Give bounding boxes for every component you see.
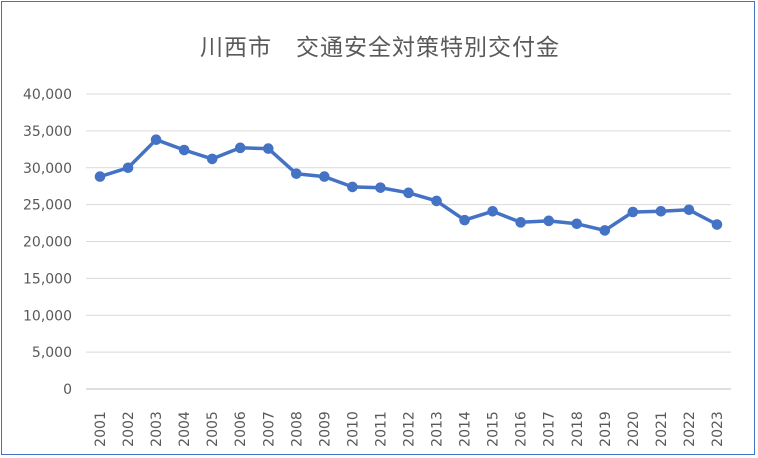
y-axis-tick-labels: 0 5,000 10,000 15,000 20,000 25,000 30,000 35,0… <box>23 87 72 398</box>
x-tick-label: 2019 <box>598 411 614 447</box>
data-point <box>234 142 246 154</box>
y-tick-label: 35,000 <box>23 124 72 140</box>
data-point <box>487 205 498 217</box>
x-tick-label: 2016 <box>514 411 530 447</box>
x-tick-label: 2011 <box>373 411 389 447</box>
x-tick-label: 2007 <box>261 411 277 447</box>
data-point <box>347 181 358 193</box>
y-tick-label: 30,000 <box>23 161 72 177</box>
data-point <box>515 217 526 228</box>
y-tick-label: 25,000 <box>23 198 72 214</box>
x-tick-label: 2003 <box>149 411 165 447</box>
data-point <box>262 143 274 154</box>
data-point <box>431 195 442 207</box>
y-tick-label: 40,000 <box>23 87 72 103</box>
x-tick-label: 2005 <box>205 411 221 447</box>
data-point <box>571 218 583 230</box>
x-tick-label: 2010 <box>345 411 361 447</box>
data-point <box>599 225 611 236</box>
data-point <box>655 205 667 217</box>
chart-title: 川西市 交通安全対策特別交付金 <box>200 35 560 61</box>
series-layer <box>94 134 723 236</box>
y-tick-label: 10,000 <box>23 308 72 324</box>
x-tick-label: 2018 <box>570 411 586 447</box>
x-tick-label: 2014 <box>458 411 474 447</box>
x-tick-label: 2020 <box>626 411 642 447</box>
data-point <box>122 162 134 174</box>
data-point <box>711 219 723 230</box>
x-tick-label: 2021 <box>654 411 670 447</box>
y-tick-label: 15,000 <box>23 271 72 287</box>
data-point <box>459 214 470 226</box>
data-point <box>291 168 302 179</box>
y-tick-label: 5,000 <box>32 345 72 361</box>
x-tick-label: 2023 <box>710 411 726 447</box>
data-point <box>375 182 386 193</box>
x-tick-label: 2012 <box>402 411 418 447</box>
series-line <box>98 137 719 233</box>
data-point <box>627 206 639 218</box>
x-tick-label: 2006 <box>233 411 249 447</box>
x-tick-label: 2015 <box>486 411 502 447</box>
x-tick-label: 2008 <box>289 411 305 447</box>
x-tick-label: 2009 <box>317 411 333 447</box>
y-tick-label: 0 <box>63 382 72 398</box>
data-point <box>683 204 695 216</box>
data-point <box>178 144 190 156</box>
data-point <box>319 171 330 182</box>
data-point <box>543 215 555 227</box>
data-point <box>206 153 218 165</box>
data-point <box>94 171 106 182</box>
x-tick-label: 2002 <box>121 411 137 447</box>
x-axis-tick-labels: 2001 2002 2003 2004 2005 2006 2007 2008 2009 2010… <box>93 411 726 447</box>
gridlines <box>86 93 731 390</box>
x-tick-label: 2017 <box>542 411 558 447</box>
data-point <box>150 134 162 146</box>
x-tick-label: 2013 <box>430 411 446 447</box>
data-point <box>403 187 414 199</box>
y-tick-label: 20,000 <box>23 235 72 251</box>
x-tick-label: 2001 <box>93 411 109 447</box>
x-tick-label: 2004 <box>177 411 193 447</box>
x-tick-label: 2022 <box>682 411 698 447</box>
